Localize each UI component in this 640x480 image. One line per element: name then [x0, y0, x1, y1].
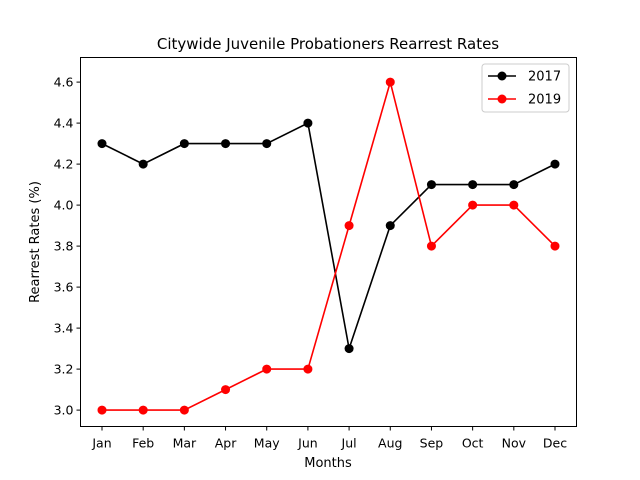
chart-title: Citywide Juvenile Probationers Rearrest … — [157, 35, 499, 53]
y-tick-label: 3.0 — [54, 403, 74, 418]
legend: 2017 2019 — [481, 63, 570, 113]
legend-label-2019: 2019 — [528, 93, 561, 108]
legend-marker-2019 — [497, 94, 507, 104]
y-axis: 3.0 3.2 3.4 3.6 3.8 4.0 4.2 4.4 4.6 — [54, 75, 81, 418]
data-point-2017 — [97, 139, 107, 149]
x-tick-label: Jun — [297, 436, 318, 451]
legend-label-2017: 2017 — [528, 70, 561, 85]
data-point-2017 — [262, 139, 272, 149]
x-axis: Jan Feb Mar Apr May Jun Jul Aug Sep Oct Nov Dec — [91, 426, 567, 451]
x-tick-label: Sep — [420, 436, 444, 451]
x-tick-label: Feb — [132, 436, 154, 451]
y-tick-label: 3.2 — [54, 362, 74, 377]
data-point-2019 — [468, 200, 478, 210]
legend-marker-2017 — [497, 71, 507, 81]
plot-area — [80, 57, 577, 427]
data-point-2017 — [138, 159, 148, 169]
data-point-2017 — [221, 139, 231, 149]
data-point-2017 — [344, 344, 354, 354]
data-point-2017 — [179, 139, 189, 149]
x-tick-label: Mar — [173, 436, 197, 451]
data-point-2017 — [550, 159, 560, 169]
y-tick-label: 4.6 — [54, 75, 74, 90]
data-point-2017 — [468, 180, 478, 190]
x-tick-label: May — [254, 436, 280, 451]
data-point-2019 — [344, 221, 354, 231]
data-point-2019 — [138, 405, 148, 415]
data-point-2017 — [303, 118, 313, 128]
series-line-2017 — [101, 121, 556, 349]
x-tick-label: Apr — [215, 436, 237, 451]
data-point-2019 — [385, 77, 395, 87]
x-tick-label: Jul — [341, 436, 357, 451]
data-point-2019 — [221, 385, 231, 395]
data-point-2019 — [262, 364, 272, 374]
y-tick-label: 4.4 — [54, 116, 74, 131]
data-point-2017 — [509, 180, 519, 190]
data-point-2019 — [550, 241, 560, 251]
y-tick-label: 3.8 — [54, 239, 74, 254]
x-tick-label: Jan — [91, 436, 111, 451]
y-tick-label: 4.0 — [54, 198, 74, 213]
y-tick-label: 3.4 — [54, 321, 74, 336]
x-tick-label: Dec — [543, 436, 567, 451]
data-point-2019 — [303, 364, 313, 374]
data-point-2019 — [97, 405, 107, 415]
y-axis-label: Rearrest Rates (%) — [28, 181, 43, 303]
data-point-2017 — [426, 180, 436, 190]
series-line-2019 — [102, 79, 556, 411]
x-axis-label: Months — [304, 456, 352, 471]
y-tick-label: 3.6 — [54, 280, 74, 295]
data-point-2019 — [509, 200, 519, 210]
series-layer — [97, 77, 560, 415]
data-point-2019 — [426, 241, 436, 251]
x-tick-label: Oct — [462, 436, 484, 451]
x-tick-label: Aug — [378, 436, 402, 451]
y-tick-label: 4.2 — [54, 157, 74, 172]
data-point-2017 — [385, 221, 395, 231]
data-point-2019 — [179, 405, 189, 415]
x-tick-label: Nov — [502, 436, 527, 451]
